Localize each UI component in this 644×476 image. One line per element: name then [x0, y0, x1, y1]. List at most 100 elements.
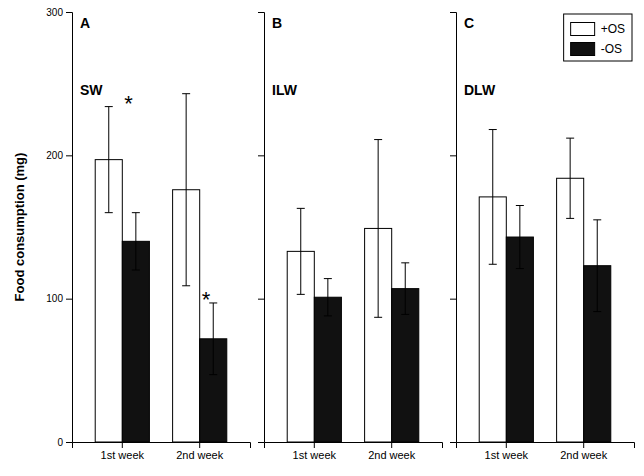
x-tick: 2nd week	[176, 442, 224, 461]
error-bar-cap	[297, 208, 305, 209]
y-tick-mark	[258, 12, 264, 13]
error-bar-line	[519, 206, 520, 269]
panel-subtitle: DLW	[464, 82, 496, 98]
panel-subtitle: SW	[80, 82, 103, 98]
x-tick-label: 2nd week	[176, 449, 224, 461]
error-bar-line	[186, 94, 187, 286]
x-axis-line	[73, 443, 251, 449]
legend-label: -OS	[601, 42, 622, 56]
error-bar-cap	[489, 129, 497, 130]
error-bar-cap	[182, 93, 190, 94]
y-axis: 0 100 200 300	[46, 7, 72, 448]
y-tick-mark	[450, 12, 456, 13]
error-bar-cap	[132, 270, 140, 271]
error-bar	[401, 263, 409, 315]
error-bar-cap	[566, 218, 574, 219]
x-axis-line	[457, 443, 635, 449]
legend-items: +OS -OS	[571, 22, 625, 56]
error-bar	[297, 208, 305, 294]
error-bar-line	[492, 130, 493, 265]
y-axis	[258, 13, 265, 443]
bar	[314, 297, 341, 442]
chart: 0 100 200 300 1st week 2nd week A SW Food consum…	[0, 0, 644, 476]
error-bar-cap	[209, 374, 217, 375]
x-tick: 2nd week	[560, 442, 608, 461]
x-tick-label: 1st week	[485, 449, 529, 461]
error-bar-cap	[516, 205, 524, 206]
error-bar-cap	[209, 302, 217, 303]
error-bar-cap	[374, 139, 382, 140]
x-tick-label: 2nd week	[560, 449, 608, 461]
y-tick-label: 300	[46, 7, 63, 18]
legend-swatch	[571, 23, 595, 36]
x-tick: 2nd week	[368, 442, 416, 461]
error-bar-cap	[105, 106, 113, 107]
error-bar-line	[300, 208, 301, 294]
error-bar	[324, 279, 332, 316]
error-bar-line	[135, 213, 136, 270]
y-tick	[258, 299, 264, 300]
annotation: *	[202, 287, 211, 312]
panel-title: A	[80, 15, 90, 31]
error-bar-cap	[324, 315, 332, 316]
series	[287, 140, 391, 442]
error-bar-cap	[105, 212, 113, 213]
plot-area	[95, 94, 227, 442]
error-bar	[566, 138, 574, 218]
y-tick-mark	[450, 155, 456, 156]
error-bar	[105, 107, 113, 213]
x-tick: 1st week	[293, 442, 337, 461]
panel-title: B	[272, 15, 282, 31]
series	[314, 263, 418, 442]
error-bar-cap	[516, 268, 524, 269]
y-axis-title: Food consumption (mg)	[12, 153, 27, 302]
x-tick-mark	[506, 442, 507, 448]
series	[95, 94, 199, 442]
y-axis-line	[66, 13, 73, 443]
y-tick	[258, 442, 264, 443]
x-tick-label: 1st week	[101, 449, 145, 461]
error-bar-cap	[401, 262, 409, 263]
y-tick-mark	[66, 12, 72, 13]
error-bar	[593, 220, 601, 312]
x-axis-line	[265, 443, 443, 449]
y-tick-label: 0	[57, 437, 63, 448]
error-bar-cap	[324, 278, 332, 279]
x-axis: 1st week 2nd week	[73, 442, 251, 461]
x-axis: 1st week 2nd week	[457, 442, 635, 461]
y-tick-mark	[258, 442, 264, 443]
panel-title: C	[464, 15, 474, 31]
x-tick-mark	[199, 442, 200, 448]
legend-label: +OS	[601, 22, 625, 36]
series	[506, 206, 610, 443]
y-tick-label: 200	[46, 150, 63, 161]
x-tick-mark	[583, 442, 584, 448]
y-tick	[258, 12, 264, 13]
y-tick-label: 100	[46, 293, 63, 304]
y-tick: 0	[57, 437, 72, 448]
error-bar-cap	[132, 212, 140, 213]
legend-frame	[564, 14, 632, 61]
panel: 1st week 2nd week B ILW	[258, 13, 443, 461]
error-bar-line	[597, 220, 598, 312]
error-bar-cap	[374, 317, 382, 318]
y-tick-mark	[66, 299, 72, 300]
x-tick-label: 1st week	[293, 449, 337, 461]
y-tick-mark	[66, 155, 72, 156]
plot-area	[479, 130, 611, 442]
legend: +OS -OS	[564, 14, 632, 61]
legend-item: -OS	[571, 42, 622, 56]
y-tick	[450, 442, 456, 443]
error-bar	[209, 303, 217, 375]
error-bar	[182, 94, 190, 286]
x-tick: 1st week	[485, 442, 529, 461]
error-bar	[516, 206, 524, 269]
error-bar-line	[570, 138, 571, 218]
error-bar-cap	[489, 264, 497, 265]
series	[479, 130, 583, 442]
error-bar	[132, 213, 140, 270]
panel-subtitle: ILW	[272, 82, 298, 98]
y-tick-mark	[450, 299, 456, 300]
error-bar-cap	[593, 219, 601, 220]
error-bar-line	[378, 140, 379, 318]
